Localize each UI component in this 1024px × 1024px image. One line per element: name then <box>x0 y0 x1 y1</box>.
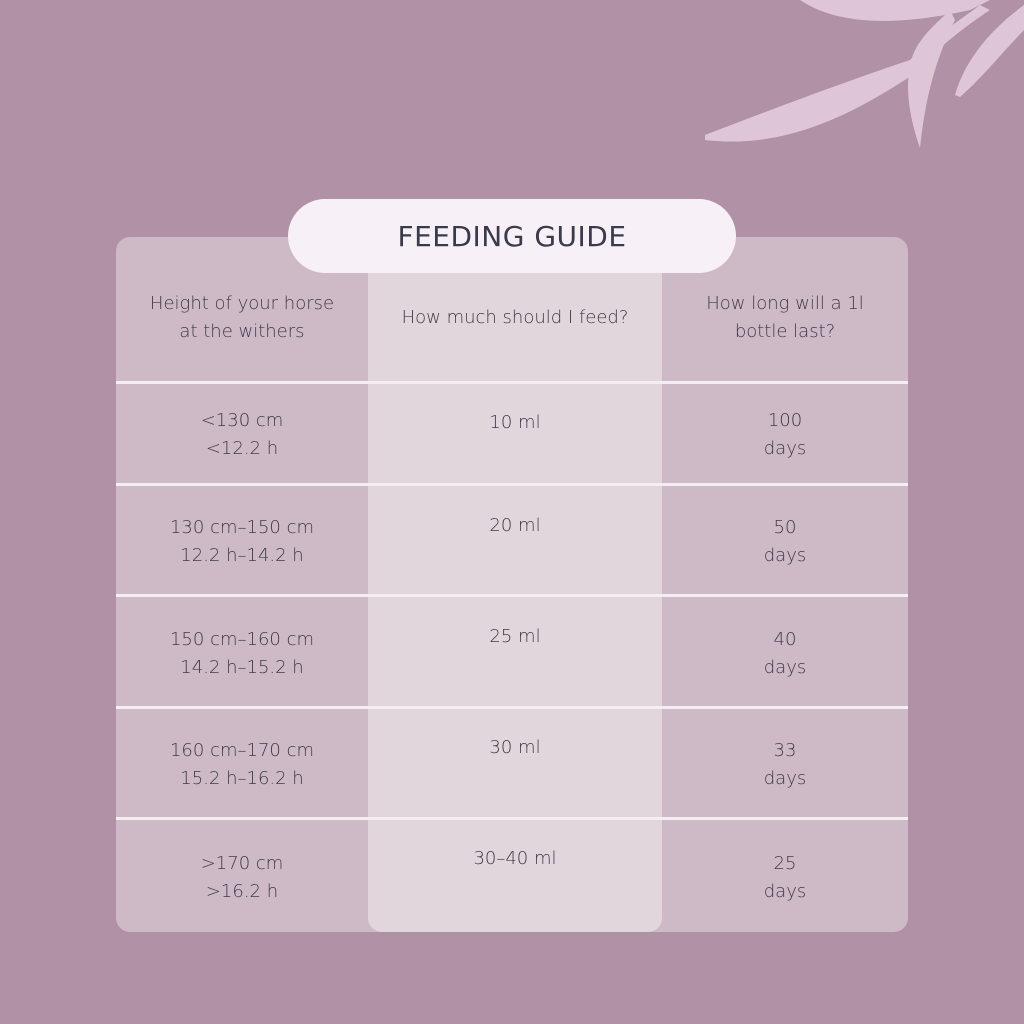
duration-cell: 100 days <box>763 410 807 459</box>
amount-cell: 10 ml <box>489 412 541 433</box>
row-divider <box>116 381 908 384</box>
row-divider <box>116 817 908 820</box>
duration-cell: 40 days <box>763 628 807 678</box>
feeding-table: Height of your horse at the withers How m… <box>116 237 908 932</box>
row-divider <box>116 483 908 486</box>
row-divider <box>116 706 908 709</box>
column-header: How long will a 1l bottle last? <box>706 293 864 342</box>
amount-cell: 20 ml <box>489 515 541 536</box>
page-title: FEEDING GUIDE <box>288 199 736 273</box>
amount-cell: 25 ml <box>489 626 541 647</box>
leaf-branch-icon <box>705 0 1024 148</box>
duration-cell: 25 days <box>763 852 807 902</box>
height-cell: >170 cm >16.2 h <box>200 852 284 902</box>
height-cell: 150 cm–160 cm 14.2 h–15.2 h <box>169 628 315 678</box>
height-cell: 160 cm–170 cm 15.2 h–16.2 h <box>169 739 315 789</box>
column-header: Height of your horse at the withers <box>149 293 335 342</box>
duration-cell: 33 days <box>763 739 807 789</box>
title-text: FEEDING GUIDE <box>397 219 627 253</box>
height-cell: <130 cm <12.2 h <box>200 410 284 459</box>
duration-cell: 50 days <box>763 517 807 566</box>
amount-cell: 30–40 ml <box>473 848 557 869</box>
amount-cell: 30 ml <box>489 737 541 758</box>
height-cell: 130 cm–150 cm 12.2 h–14.2 h <box>169 517 315 566</box>
column-header: How much should I feed? <box>401 307 629 328</box>
row-divider <box>116 594 908 597</box>
